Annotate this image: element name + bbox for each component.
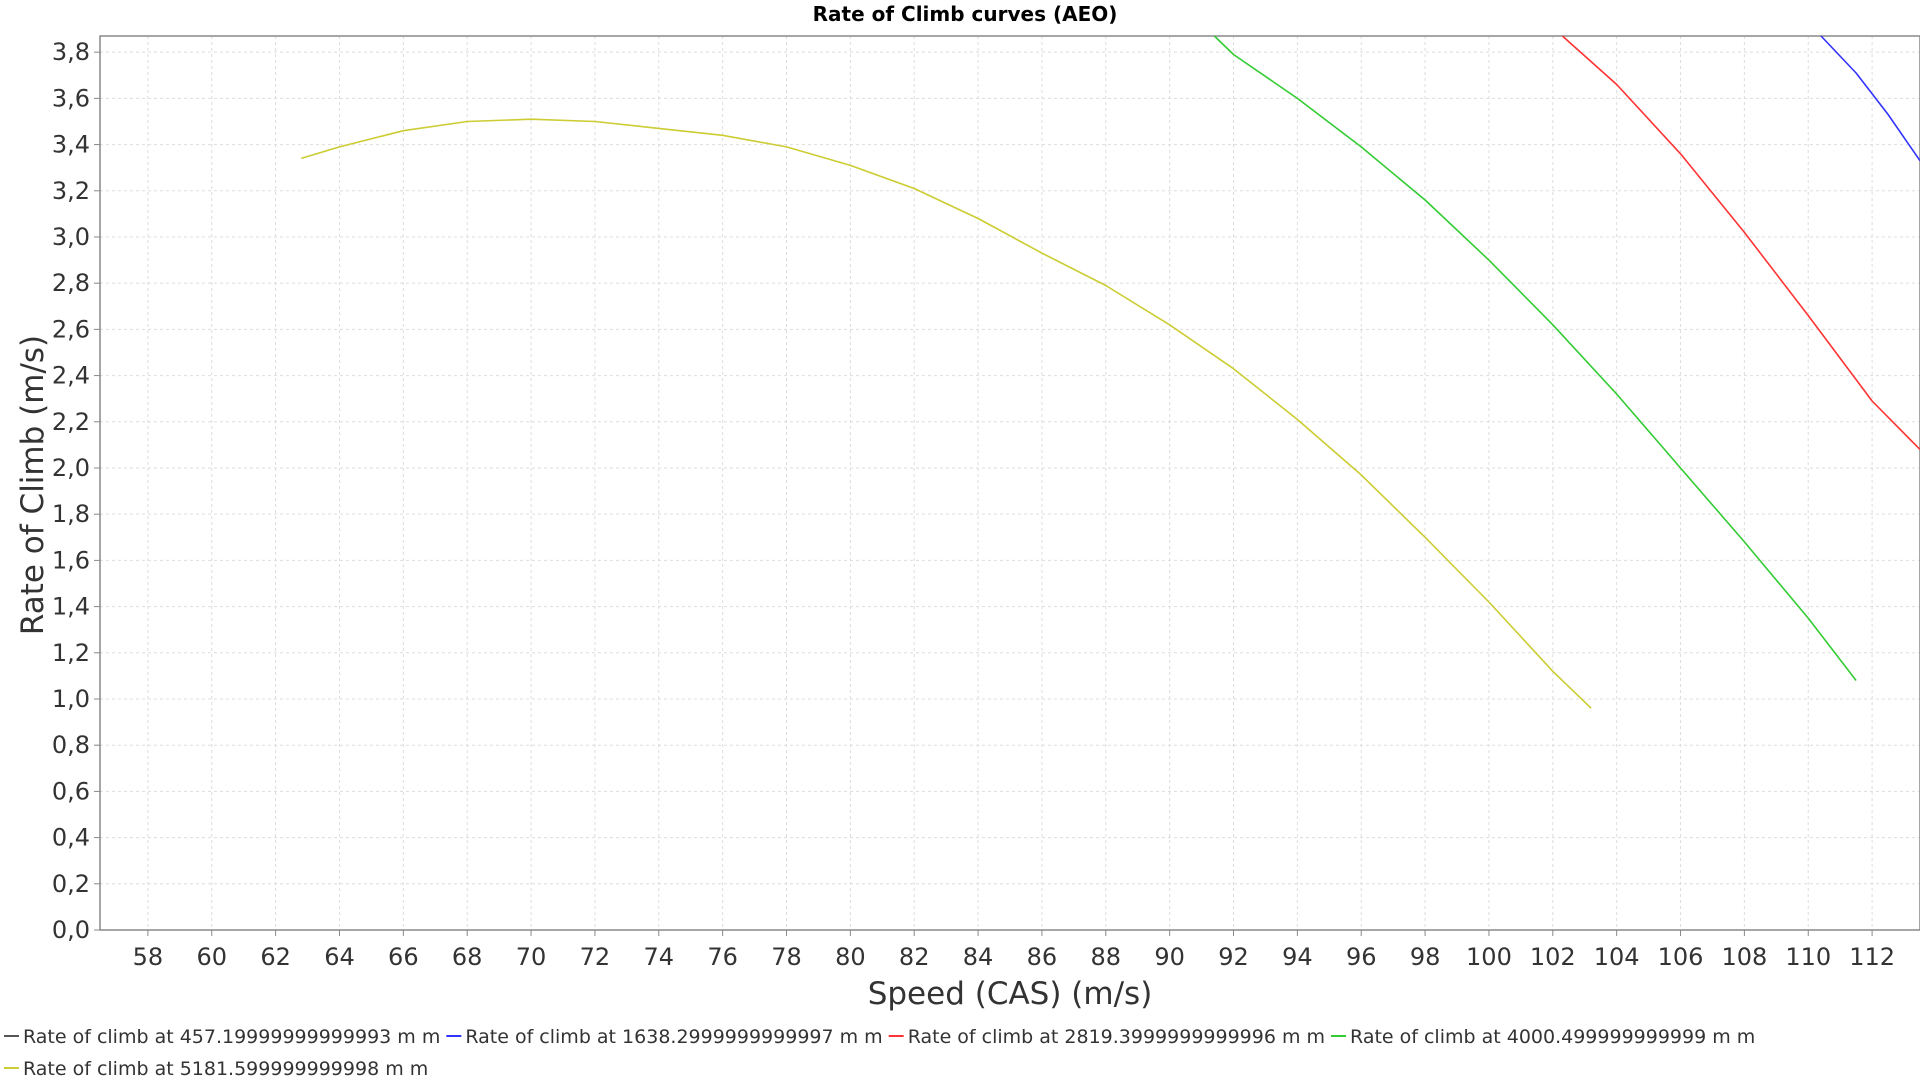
x-tick-label: 104 — [1594, 943, 1640, 971]
x-tick-label: 62 — [260, 943, 291, 971]
y-tick-label: 3,4 — [52, 131, 90, 159]
legend-item: Rate of climb at 4000.499999999999 m m — [1331, 1026, 1755, 1048]
x-tick-label: 72 — [580, 943, 611, 971]
x-tick-label: 70 — [516, 943, 547, 971]
x-tick-label: 94 — [1282, 943, 1313, 971]
y-tick-label: 1,8 — [52, 500, 90, 528]
y-tick-label: 2,8 — [52, 269, 90, 297]
x-tick-label: 64 — [324, 943, 355, 971]
legend-item: Rate of climb at 2819.3999999999996 m m — [888, 1026, 1325, 1048]
x-tick-label: 106 — [1658, 943, 1704, 971]
x-tick-label: 68 — [452, 943, 483, 971]
x-tick-label: 110 — [1785, 943, 1831, 971]
y-axis-label: Rate of Climb (m/s) — [15, 335, 51, 635]
x-tick-label: 76 — [707, 943, 738, 971]
series-layer — [300, 35, 1920, 709]
y-tick-label: 0,6 — [52, 777, 90, 805]
x-tick-label: 74 — [643, 943, 674, 971]
x-tick-label: 58 — [133, 943, 164, 971]
series-line-4 — [300, 118, 1592, 709]
y-tick-label: 2,6 — [52, 315, 90, 343]
legend-item: Rate of climb at 5181.599999999998 m m — [4, 1058, 428, 1080]
grid-layer — [100, 36, 1920, 931]
x-tick-label: 112 — [1849, 943, 1895, 971]
y-tick-label: 0,2 — [52, 870, 90, 898]
y-tick-label: 3,8 — [52, 38, 90, 66]
y-tick-label: 3,0 — [52, 223, 90, 251]
legend-label: Rate of climb at 5181.599999999998 m m — [23, 1058, 428, 1080]
x-tick-label: 96 — [1346, 943, 1377, 971]
chart-title: Rate of Climb curves (AEO) — [813, 2, 1118, 26]
x-tick-label: 100 — [1466, 943, 1512, 971]
y-tick-label: 0,0 — [52, 916, 90, 944]
x-axis-label: Speed (CAS) (m/s) — [868, 976, 1153, 1012]
y-tick-label: 2,0 — [52, 454, 90, 482]
y-tick-label: 3,2 — [52, 177, 90, 205]
legend-label: Rate of climb at 4000.499999999999 m m — [1350, 1026, 1755, 1048]
y-tick-label: 1,2 — [52, 639, 90, 667]
x-tick-label: 66 — [388, 943, 419, 971]
plot-area — [99, 35, 1920, 931]
legend-label: Rate of climb at 457.19999999999993 m m — [23, 1026, 440, 1048]
y-tick-label: 2,4 — [52, 362, 90, 390]
y-tick-label: 0,4 — [52, 824, 90, 852]
x-tick-label: 98 — [1410, 943, 1441, 971]
y-tick-label: 1,0 — [52, 685, 90, 713]
legend-label: Rate of climb at 2819.3999999999996 m m — [908, 1026, 1325, 1048]
x-tick-label: 90 — [1154, 943, 1185, 971]
series-line-3 — [1213, 35, 1857, 681]
x-tick-label: 60 — [196, 943, 227, 971]
x-tick-label: 108 — [1721, 943, 1767, 971]
series-line-1 — [1820, 35, 1920, 162]
x-tick-label: 78 — [771, 943, 802, 971]
x-tick-label: 80 — [835, 943, 866, 971]
legend-item: Rate of climb at 457.19999999999993 m m — [4, 1026, 440, 1048]
y-tick-label: 1,6 — [52, 546, 90, 574]
legend-item: Rate of climb at 1638.2999999999997 m m — [446, 1026, 883, 1048]
tick-layer: 58 60 62 64 66 68 70 72 74 76 78 80 82 84 86 88 90 92 94 96… — [52, 38, 1895, 971]
y-tick-label: 2,2 — [52, 408, 90, 436]
x-tick-label: 92 — [1218, 943, 1249, 971]
x-tick-label: 84 — [963, 943, 994, 971]
x-tick-label: 82 — [899, 943, 930, 971]
y-tick-label: 1,4 — [52, 593, 90, 621]
series-line-2 — [1561, 35, 1920, 451]
x-tick-label: 86 — [1027, 943, 1058, 971]
x-tick-label: 102 — [1530, 943, 1576, 971]
legend-label: Rate of climb at 1638.2999999999997 m m — [465, 1026, 882, 1048]
x-tick-label: 88 — [1091, 943, 1122, 971]
legend: Rate of climb at 457.19999999999993 m m R… — [4, 1026, 1755, 1080]
y-tick-label: 3,6 — [52, 84, 90, 112]
y-tick-label: 0,8 — [52, 731, 90, 759]
